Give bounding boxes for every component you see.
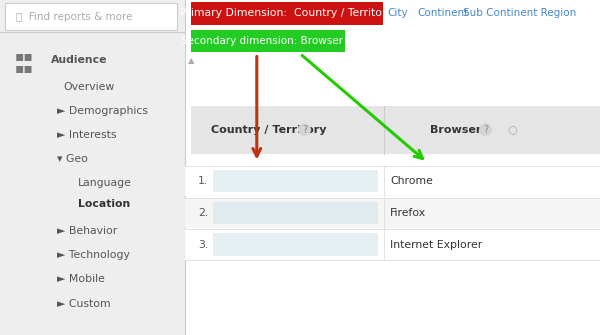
Text: 🔍  Find reports & more: 🔍 Find reports & more xyxy=(16,12,132,22)
Bar xyxy=(191,106,600,154)
Text: Browser: Browser xyxy=(430,125,482,135)
Text: ○: ○ xyxy=(507,125,517,135)
Text: 2.: 2. xyxy=(198,208,208,218)
Text: ?: ? xyxy=(302,125,307,135)
Bar xyxy=(191,2,383,25)
Text: City: City xyxy=(387,8,407,18)
Bar xyxy=(213,202,378,224)
Text: ► Behavior: ► Behavior xyxy=(57,226,117,236)
Text: Internet Explorer: Internet Explorer xyxy=(390,240,482,250)
Text: ► Interests: ► Interests xyxy=(57,130,116,140)
Text: Chrome: Chrome xyxy=(390,176,433,186)
Text: ?: ? xyxy=(483,125,488,135)
Bar xyxy=(185,166,600,196)
Text: Continent: Continent xyxy=(417,8,468,18)
Bar xyxy=(185,0,600,335)
Text: Location: Location xyxy=(78,199,130,209)
Text: ▾ Geo: ▾ Geo xyxy=(57,154,88,164)
FancyBboxPatch shape xyxy=(5,3,177,30)
Bar xyxy=(0,0,185,335)
Text: 3.: 3. xyxy=(198,240,208,250)
Text: Firefox: Firefox xyxy=(390,208,426,218)
Text: ► Demographics: ► Demographics xyxy=(57,106,148,116)
Bar xyxy=(185,198,600,228)
Bar xyxy=(185,229,600,260)
Text: Sub Continent Region: Sub Continent Region xyxy=(463,8,577,18)
Bar xyxy=(213,233,378,256)
Text: ▲: ▲ xyxy=(188,56,194,65)
Text: ► Technology: ► Technology xyxy=(57,250,130,260)
Text: ► Custom: ► Custom xyxy=(57,298,110,309)
Text: Audience: Audience xyxy=(51,55,107,65)
Text: 1.: 1. xyxy=(198,176,208,186)
Text: Overview: Overview xyxy=(63,82,114,92)
Bar xyxy=(213,170,378,192)
Text: ► Mobile: ► Mobile xyxy=(57,274,105,284)
Text: Country / Territory: Country / Territory xyxy=(211,125,326,135)
Text: Primary Dimension:  Country / Territory: Primary Dimension: Country / Territory xyxy=(181,8,393,18)
Bar xyxy=(191,30,345,52)
Text: Secondary dimension: Browser  ▾: Secondary dimension: Browser ▾ xyxy=(181,36,355,46)
Text: ▪▪
▪▪: ▪▪ ▪▪ xyxy=(15,49,34,75)
Text: Language: Language xyxy=(78,178,132,188)
